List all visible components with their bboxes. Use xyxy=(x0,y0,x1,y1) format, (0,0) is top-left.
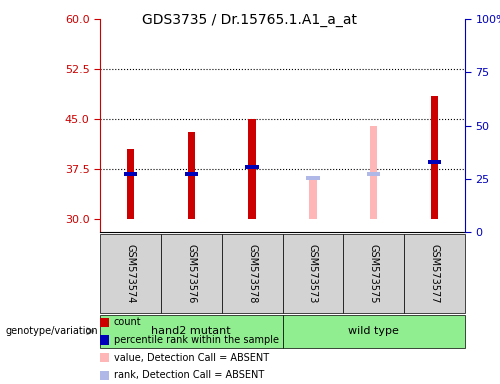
Bar xyxy=(367,172,380,176)
Bar xyxy=(127,149,134,219)
Text: GSM573578: GSM573578 xyxy=(247,244,257,303)
Text: hand2 mutant: hand2 mutant xyxy=(152,326,231,336)
Text: value, Detection Call = ABSENT: value, Detection Call = ABSENT xyxy=(114,353,269,363)
Bar xyxy=(310,176,316,219)
Bar xyxy=(370,126,378,219)
Text: GSM573575: GSM573575 xyxy=(368,244,379,303)
Text: wild type: wild type xyxy=(348,326,399,336)
Bar xyxy=(428,161,442,164)
Text: count: count xyxy=(114,317,141,328)
Text: rank, Detection Call = ABSENT: rank, Detection Call = ABSENT xyxy=(114,370,264,381)
Text: GDS3735 / Dr.15765.1.A1_a_at: GDS3735 / Dr.15765.1.A1_a_at xyxy=(142,13,358,27)
Bar xyxy=(248,119,256,219)
Bar xyxy=(246,165,259,169)
Text: genotype/variation: genotype/variation xyxy=(5,326,98,336)
Bar xyxy=(184,172,198,176)
Bar xyxy=(306,176,320,180)
Bar xyxy=(431,96,438,219)
Text: GSM573573: GSM573573 xyxy=(308,244,318,303)
Bar xyxy=(124,172,137,176)
Text: GSM573574: GSM573574 xyxy=(126,244,136,303)
Text: percentile rank within the sample: percentile rank within the sample xyxy=(114,335,279,345)
Bar xyxy=(188,132,195,219)
Text: GSM573576: GSM573576 xyxy=(186,244,196,303)
Text: GSM573577: GSM573577 xyxy=(430,244,440,303)
